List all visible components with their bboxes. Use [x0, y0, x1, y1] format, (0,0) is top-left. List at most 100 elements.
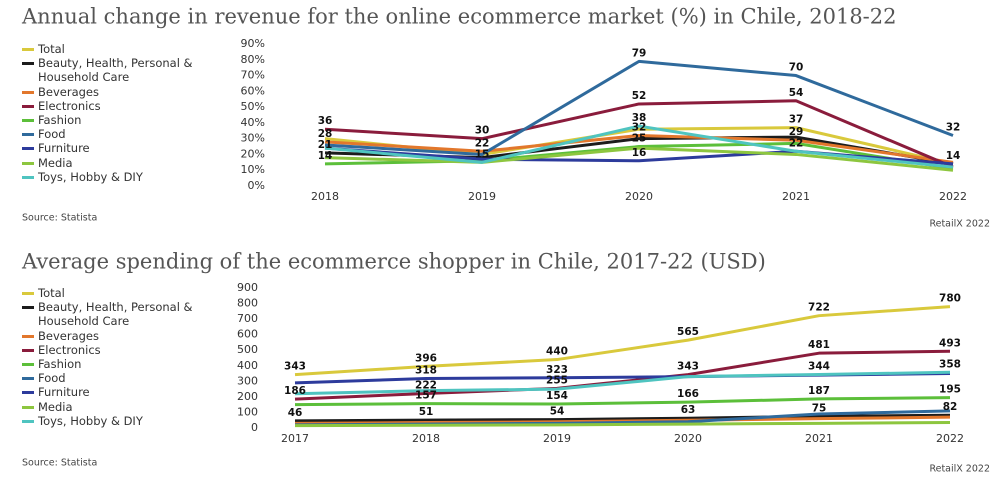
value-label: 75 [812, 402, 827, 414]
series-line [324, 99, 954, 169]
legend-item: Media [22, 156, 212, 170]
x-tick-label: 2017 [281, 432, 309, 445]
legend-item: Food [22, 127, 212, 141]
legend-label: Fashion [38, 113, 82, 128]
legend-swatch [22, 377, 34, 381]
x-tick-label: 2021 [782, 190, 810, 203]
source: Source: Statista [22, 213, 97, 224]
y-tick-label: 200 [237, 390, 258, 403]
y-tick-label: 90% [241, 37, 265, 50]
chart-title: Annual change in revenue for the online … [21, 5, 897, 29]
value-label: 344 [808, 360, 830, 372]
y-tick-label: 300 [237, 374, 258, 387]
x-tick-label: 2021 [805, 432, 833, 445]
legend-swatch [22, 363, 34, 367]
y-tick-label: 70% [241, 69, 265, 82]
legend-item: Beverages [22, 329, 212, 343]
legend-item: Beverages [22, 85, 212, 99]
legend-swatch [22, 334, 34, 338]
legend-swatch [22, 62, 34, 66]
legend-label: Fashion [38, 357, 82, 372]
y-tick-label: 100 [237, 405, 258, 418]
legend-label: Furniture [38, 385, 90, 400]
legend-swatch [22, 104, 34, 108]
legend-item: Beauty, Health, Personal & Household Car… [22, 56, 212, 84]
legend-item: Total [22, 286, 212, 300]
y-tick-label: 800 [237, 297, 258, 310]
y-tick-label: 0% [248, 179, 265, 192]
value-label: 14 [318, 150, 333, 162]
value-label: 32 [946, 122, 961, 134]
y-tick-label: 60% [241, 84, 265, 97]
x-tick-label: 2019 [468, 190, 496, 203]
y-tick-label: 900 [237, 281, 258, 294]
legend-item: Toys, Hobby & DIY [22, 414, 212, 428]
legend-swatch [22, 292, 34, 295]
value-label: 25 [632, 133, 647, 145]
value-label: 79 [632, 47, 647, 59]
series-line [324, 146, 954, 172]
value-label: 70 [789, 62, 804, 74]
legend-item: Food [22, 371, 212, 385]
value-label: 195 [939, 384, 961, 396]
value-label: 154 [546, 390, 568, 402]
value-label: 46 [288, 407, 303, 419]
x-tick-label: 2022 [939, 190, 967, 203]
legend-item: Furniture [22, 141, 212, 155]
legend-label: Toys, Hobby & DIY [38, 169, 143, 184]
value-label: 396 [415, 352, 437, 364]
legend-label: Media [38, 399, 73, 414]
value-label: 157 [415, 390, 437, 402]
legend-swatch [22, 306, 34, 310]
legend-label: Beauty, Health, Personal & Household Car… [38, 56, 193, 85]
series-line [324, 124, 954, 169]
value-label: 54 [789, 87, 804, 99]
legend: Total Beauty, Health, Personal & Househol… [22, 286, 212, 428]
value-label: 38 [632, 112, 647, 124]
series-line [294, 305, 951, 377]
x-tick-label: 2020 [625, 190, 653, 203]
value-label: 222 [415, 379, 437, 391]
y-tick-label: 80% [241, 53, 265, 66]
value-label: 318 [415, 365, 437, 377]
value-label: 22 [789, 137, 804, 149]
legend-label: Beverages [38, 328, 99, 343]
value-label: 82 [943, 401, 958, 413]
value-label: 565 [677, 326, 699, 338]
value-label: 440 [546, 346, 568, 358]
legend-label: Furniture [38, 141, 90, 156]
value-label: 22 [475, 137, 490, 149]
value-label: 493 [939, 337, 961, 349]
x-tick-label: 2019 [543, 432, 571, 445]
legend-label: Beverages [38, 84, 99, 99]
value-label: 358 [939, 358, 961, 370]
value-label: 166 [677, 388, 699, 400]
y-tick-label: 0 [251, 421, 258, 434]
value-label: 54 [550, 406, 565, 418]
legend-swatch [22, 419, 34, 423]
legend-item: Electronics [22, 343, 212, 357]
value-label: 780 [939, 293, 961, 305]
value-label: 343 [284, 361, 306, 373]
credit: RetailX 2022 [929, 464, 990, 475]
y-tick-label: 50% [241, 100, 265, 113]
y-tick-label: 10% [241, 163, 265, 176]
value-label: 30 [475, 125, 490, 137]
legend-label: Beauty, Health, Personal & Household Car… [38, 300, 193, 329]
y-tick-label: 20% [241, 147, 265, 160]
legend-swatch [22, 133, 34, 137]
legend-swatch [22, 90, 34, 94]
series-line [294, 370, 951, 396]
value-label: 186 [284, 385, 306, 397]
value-label: 21 [318, 139, 333, 151]
y-tick-label: 400 [237, 359, 258, 372]
value-label: 722 [808, 302, 830, 314]
legend-item: Furniture [22, 385, 212, 399]
legend-swatch [22, 405, 34, 409]
value-label: 28 [318, 128, 333, 140]
legend-item: Beauty, Health, Personal & Household Car… [22, 300, 212, 328]
legend-swatch [22, 391, 34, 395]
x-tick-label: 2018 [412, 432, 440, 445]
